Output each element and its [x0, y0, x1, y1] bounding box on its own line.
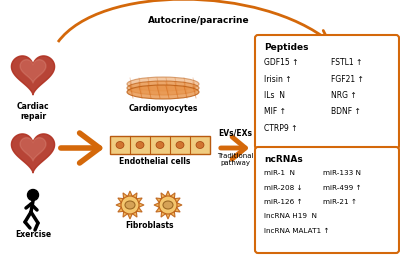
Ellipse shape — [156, 141, 164, 149]
Text: Peptides: Peptides — [264, 43, 308, 52]
Text: Autocrine/paracrine: Autocrine/paracrine — [148, 16, 250, 25]
Text: Exercise: Exercise — [15, 230, 51, 239]
Text: Irisin ↑: Irisin ↑ — [264, 74, 292, 84]
Text: Fibroblasts: Fibroblasts — [125, 221, 173, 230]
Text: BDNF ↑: BDNF ↑ — [331, 108, 361, 116]
Text: EVs/EXs: EVs/EXs — [218, 128, 252, 137]
Text: Traditional
pathway: Traditional pathway — [217, 153, 253, 166]
Text: FSTL1 ↑: FSTL1 ↑ — [331, 58, 362, 67]
Polygon shape — [20, 60, 46, 83]
Polygon shape — [12, 134, 54, 173]
Text: CTRP9 ↑: CTRP9 ↑ — [264, 124, 298, 133]
Text: miR-208 ↓: miR-208 ↓ — [264, 185, 303, 191]
Ellipse shape — [127, 85, 199, 99]
Ellipse shape — [127, 81, 199, 95]
FancyBboxPatch shape — [255, 147, 399, 253]
Text: miR-126 ↑: miR-126 ↑ — [264, 199, 303, 205]
Text: miR-21 ↑: miR-21 ↑ — [323, 199, 357, 205]
Text: GDF15 ↑: GDF15 ↑ — [264, 58, 298, 67]
Text: FGF21 ↑: FGF21 ↑ — [331, 74, 364, 84]
Polygon shape — [116, 191, 144, 219]
Circle shape — [159, 196, 177, 214]
Ellipse shape — [136, 141, 144, 149]
Polygon shape — [20, 138, 46, 161]
Text: miR-1  N: miR-1 N — [264, 170, 295, 176]
Text: NRG ↑: NRG ↑ — [331, 91, 357, 100]
Ellipse shape — [127, 77, 199, 91]
Text: lncRNA H19  N: lncRNA H19 N — [264, 213, 317, 220]
Text: ILs  N: ILs N — [264, 91, 285, 100]
FancyBboxPatch shape — [255, 35, 399, 149]
Polygon shape — [154, 191, 182, 219]
Text: miR-133 N: miR-133 N — [323, 170, 361, 176]
Text: Cardiac
repair: Cardiac repair — [17, 102, 49, 121]
Text: lncRNA MALAT1 ↑: lncRNA MALAT1 ↑ — [264, 228, 330, 234]
FancyBboxPatch shape — [110, 136, 210, 154]
Ellipse shape — [125, 201, 135, 209]
Circle shape — [121, 196, 139, 214]
Text: miR-499 ↑: miR-499 ↑ — [323, 185, 362, 191]
Text: MIF ↑: MIF ↑ — [264, 108, 286, 116]
Circle shape — [28, 189, 38, 200]
Text: Endothelial cells: Endothelial cells — [119, 157, 191, 166]
Ellipse shape — [116, 141, 124, 149]
Text: ncRNAs: ncRNAs — [264, 155, 303, 164]
Polygon shape — [12, 56, 54, 95]
Ellipse shape — [176, 141, 184, 149]
Text: Cardiomyocytes: Cardiomyocytes — [128, 104, 198, 113]
Ellipse shape — [163, 201, 173, 209]
Ellipse shape — [196, 141, 204, 149]
